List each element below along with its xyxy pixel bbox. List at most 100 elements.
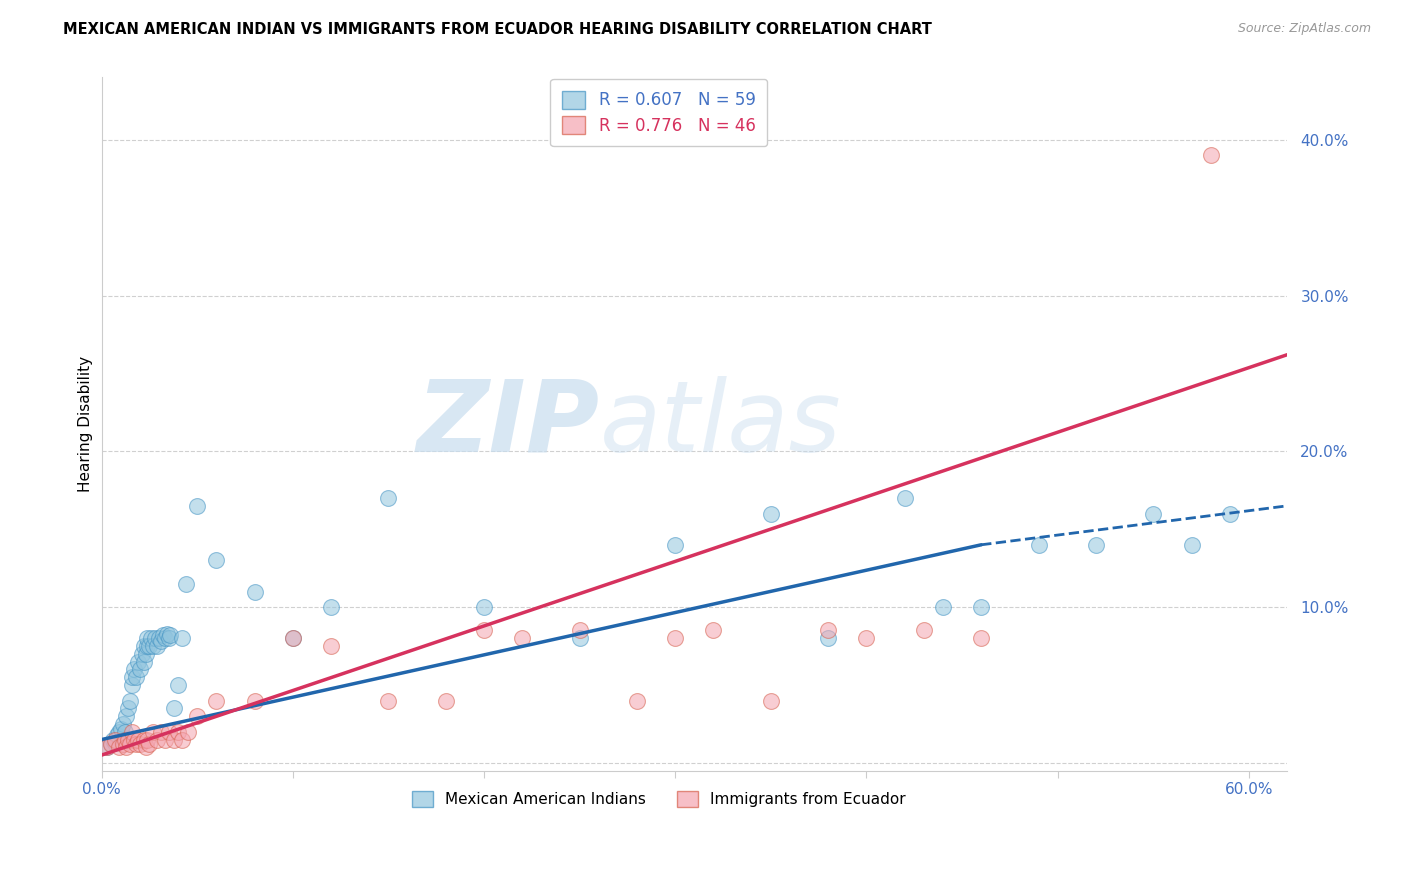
Point	[281, 632, 304, 646]
Point	[167, 678, 190, 692]
Point	[568, 624, 591, 638]
Point	[104, 732, 127, 747]
Point	[117, 701, 139, 715]
Point	[135, 647, 157, 661]
Point	[759, 693, 782, 707]
Point	[125, 737, 148, 751]
Point	[127, 655, 149, 669]
Point	[132, 732, 155, 747]
Point	[114, 724, 136, 739]
Point	[128, 737, 150, 751]
Point	[146, 639, 169, 653]
Point	[152, 628, 174, 642]
Point	[664, 538, 686, 552]
Point	[122, 662, 145, 676]
Point	[176, 724, 198, 739]
Point	[149, 634, 172, 648]
Point	[1180, 538, 1202, 552]
Point	[186, 709, 208, 723]
Point	[153, 632, 176, 646]
Point	[117, 732, 139, 747]
Text: atlas: atlas	[599, 376, 841, 473]
Point	[817, 624, 839, 638]
Point	[120, 737, 142, 751]
Point	[1028, 538, 1050, 552]
Point	[122, 732, 145, 747]
Point	[817, 632, 839, 646]
Point	[110, 722, 132, 736]
Point	[174, 576, 197, 591]
Point	[510, 632, 533, 646]
Point	[377, 693, 399, 707]
Point	[125, 670, 148, 684]
Point	[205, 553, 228, 567]
Point	[1199, 148, 1222, 162]
Point	[111, 717, 134, 731]
Point	[142, 639, 165, 653]
Point	[136, 639, 159, 653]
Point	[912, 624, 935, 638]
Point	[101, 732, 124, 747]
Point	[153, 732, 176, 747]
Point	[142, 724, 165, 739]
Point	[108, 724, 131, 739]
Point	[136, 732, 159, 747]
Point	[170, 732, 193, 747]
Point	[205, 693, 228, 707]
Point	[156, 626, 179, 640]
Point	[121, 724, 143, 739]
Legend: Mexican American Indians, Immigrants from Ecuador: Mexican American Indians, Immigrants fro…	[404, 783, 914, 815]
Point	[121, 678, 143, 692]
Point	[170, 632, 193, 646]
Point	[100, 737, 122, 751]
Point	[105, 728, 128, 742]
Point	[970, 600, 993, 615]
Point	[319, 600, 342, 615]
Y-axis label: Hearing Disability: Hearing Disability	[79, 356, 93, 492]
Point	[96, 740, 118, 755]
Point	[163, 701, 186, 715]
Text: Source: ZipAtlas.com: Source: ZipAtlas.com	[1237, 22, 1371, 36]
Point	[114, 732, 136, 747]
Point	[115, 709, 138, 723]
Point	[159, 628, 181, 642]
Point	[472, 600, 495, 615]
Point	[1219, 507, 1241, 521]
Point	[759, 507, 782, 521]
Point	[131, 647, 153, 661]
Point	[136, 632, 159, 646]
Point	[243, 693, 266, 707]
Point	[970, 632, 993, 646]
Point	[135, 740, 157, 755]
Point	[702, 624, 724, 638]
Point	[855, 632, 877, 646]
Point	[148, 632, 170, 646]
Point	[472, 624, 495, 638]
Point	[108, 740, 131, 755]
Point	[157, 632, 180, 646]
Point	[104, 736, 127, 750]
Point	[141, 632, 163, 646]
Point	[96, 740, 118, 755]
Point	[626, 693, 648, 707]
Point	[664, 632, 686, 646]
Text: ZIP: ZIP	[416, 376, 599, 473]
Point	[111, 737, 134, 751]
Point	[1084, 538, 1107, 552]
Point	[149, 724, 172, 739]
Point	[127, 732, 149, 747]
Point	[163, 732, 186, 747]
Point	[138, 737, 160, 751]
Point	[281, 632, 304, 646]
Point	[128, 662, 150, 676]
Point	[932, 600, 955, 615]
Point	[434, 693, 457, 707]
Point	[121, 670, 143, 684]
Point	[100, 737, 122, 751]
Text: MEXICAN AMERICAN INDIAN VS IMMIGRANTS FROM ECUADOR HEARING DISABILITY CORRELATIO: MEXICAN AMERICAN INDIAN VS IMMIGRANTS FR…	[63, 22, 932, 37]
Point	[1142, 507, 1164, 521]
Point	[120, 693, 142, 707]
Point	[186, 499, 208, 513]
Point	[132, 655, 155, 669]
Point	[568, 632, 591, 646]
